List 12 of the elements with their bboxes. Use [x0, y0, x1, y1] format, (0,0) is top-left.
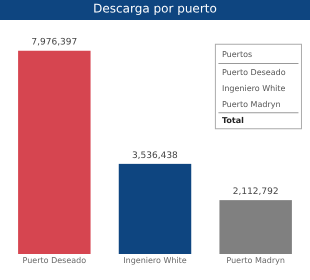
annotation: Puerto Deseado — [222, 68, 286, 77]
x-tick-label: Ingeniero White — [123, 256, 187, 265]
data-label: 2,112,792 — [232, 187, 279, 198]
annotation: Puerto Madryn — [222, 100, 281, 109]
annotation: Total — [222, 116, 244, 125]
annotation: Ingeniero White — [222, 84, 286, 93]
x-tick-label: Puerto Madryn — [226, 256, 285, 265]
x-tick-label: Puerto Deseado — [22, 256, 86, 265]
annotation: Puertos — [222, 50, 252, 59]
data-label: 3,536,438 — [132, 150, 178, 161]
data-label: 7,976,397 — [31, 38, 78, 48]
chart-title: Descarga por puerto — [93, 2, 217, 16]
